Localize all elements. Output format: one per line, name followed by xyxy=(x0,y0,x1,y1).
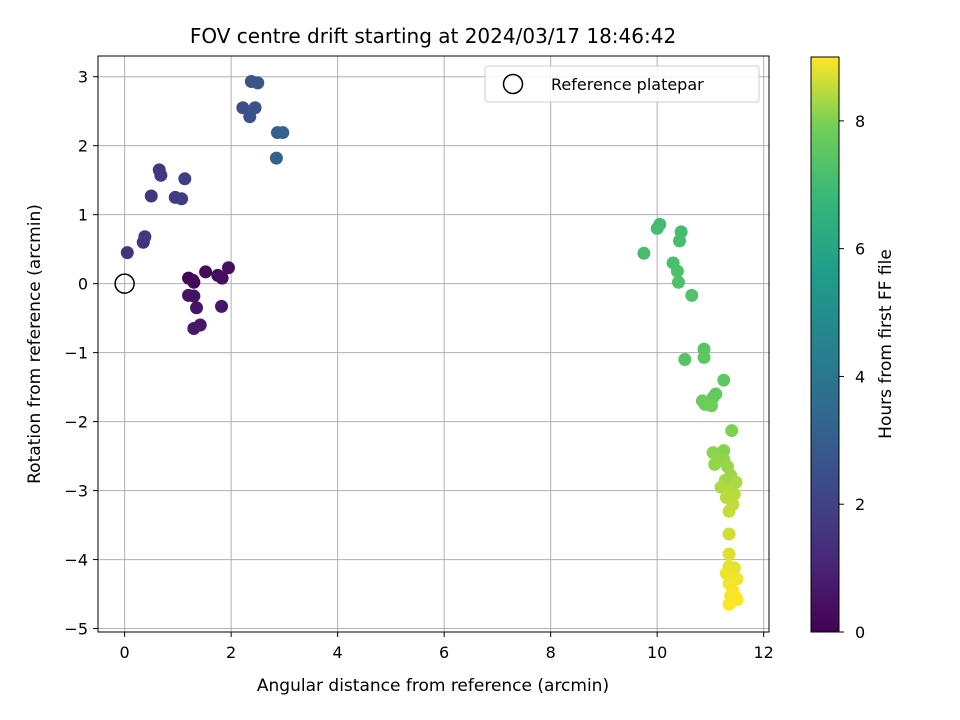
colorbar-tick-label: 4 xyxy=(855,367,865,386)
y-tick-label: 3 xyxy=(78,68,88,87)
y-tick-label: −3 xyxy=(64,482,88,501)
y-tick-label: −1 xyxy=(64,344,88,363)
plot-frame xyxy=(97,55,770,633)
data-point xyxy=(251,76,265,90)
data-point xyxy=(187,275,201,289)
data-point xyxy=(678,353,692,367)
x-tick-label: 0 xyxy=(120,643,130,662)
data-point xyxy=(717,373,731,387)
data-points xyxy=(114,75,744,611)
legend-entry-reference-platepar: Reference platepar xyxy=(551,75,704,94)
y-tick-label: 2 xyxy=(78,137,88,156)
data-point xyxy=(199,265,213,279)
y-axis-label: Rotation from reference (arcmin) xyxy=(25,204,45,484)
colorbar-label: Hours from first FF file xyxy=(876,249,896,439)
data-point xyxy=(697,350,711,364)
x-axis-label: Angular distance from reference (arcmin) xyxy=(257,676,609,696)
data-point xyxy=(671,275,685,289)
data-point xyxy=(144,189,158,203)
legend: Reference platepar xyxy=(484,65,760,103)
data-point xyxy=(670,264,684,278)
colorbar-tick-label: 0 xyxy=(855,623,865,642)
legend-box xyxy=(484,65,760,103)
data-point xyxy=(178,172,192,186)
y-axis-ticks: −5 −4 −3 −2 −1 0 1 2 3 xyxy=(64,68,98,639)
data-point xyxy=(175,192,189,206)
y-tick-label: −2 xyxy=(64,413,88,432)
reference-platepar-marker xyxy=(114,273,135,294)
colorbar-ticks: 0 2 4 6 8 xyxy=(839,112,865,642)
x-axis-ticks: 0 2 4 6 8 10 12 xyxy=(120,632,774,662)
x-tick-label: 12 xyxy=(753,643,773,662)
data-point xyxy=(154,168,168,182)
data-point xyxy=(138,230,152,244)
data-point xyxy=(248,101,262,115)
legend-marker xyxy=(502,73,524,95)
data-point xyxy=(685,288,699,302)
x-tick-label: 2 xyxy=(226,643,236,662)
data-point xyxy=(722,597,736,611)
colorbar-tick-label: 2 xyxy=(855,495,865,514)
data-point xyxy=(704,399,718,413)
data-point xyxy=(215,271,229,285)
data-point xyxy=(187,321,201,335)
data-point xyxy=(722,504,736,518)
x-tick-label: 6 xyxy=(439,643,449,662)
y-tick-label: 0 xyxy=(78,275,88,294)
y-tick-label: 1 xyxy=(78,206,88,225)
y-tick-label: −5 xyxy=(64,620,88,639)
colorbar-tick-label: 6 xyxy=(855,240,865,259)
colorbar-tick-label: 8 xyxy=(855,112,865,131)
x-tick-label: 10 xyxy=(647,643,667,662)
data-point xyxy=(269,151,283,165)
colorbar: 0 2 4 6 8 Hours from first FF file xyxy=(810,56,896,642)
grid-lines xyxy=(98,56,769,632)
colorbar-gradient xyxy=(810,56,840,633)
data-point xyxy=(725,424,739,438)
x-tick-label: 8 xyxy=(546,643,556,662)
y-tick-label: −4 xyxy=(64,551,88,570)
data-point xyxy=(221,261,235,275)
data-point xyxy=(722,547,736,561)
data-point xyxy=(708,457,722,471)
data-point xyxy=(276,126,290,140)
data-point xyxy=(187,289,201,303)
data-point xyxy=(637,246,651,260)
data-point xyxy=(190,301,204,315)
x-tick-label: 4 xyxy=(333,643,343,662)
data-point xyxy=(120,246,134,260)
data-point xyxy=(215,299,229,313)
data-point xyxy=(722,527,736,541)
data-point xyxy=(236,101,250,115)
chart-title: FOV centre drift starting at 2024/03/17 … xyxy=(190,24,676,48)
data-point xyxy=(673,234,687,248)
data-point xyxy=(653,217,667,231)
